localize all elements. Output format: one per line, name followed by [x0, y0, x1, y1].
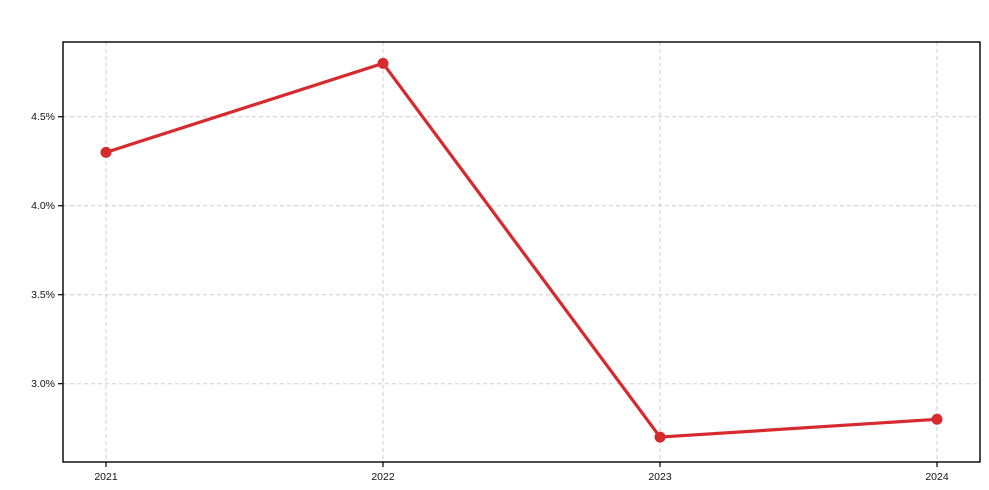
data-line — [104, 61, 939, 439]
x-tick-label: 2023 — [648, 471, 672, 483]
x-tick-label: 2022 — [371, 471, 395, 483]
y-tick-label: 4.5% — [31, 111, 55, 123]
x-tick-label: 2021 — [94, 471, 118, 483]
data-point — [654, 431, 666, 443]
data-point — [931, 413, 943, 425]
y-tick-label: 3.0% — [31, 378, 55, 390]
y-tick-label: 3.5% — [31, 289, 55, 301]
plot-border — [62, 41, 981, 463]
data-point — [100, 146, 112, 158]
data-point — [377, 57, 389, 69]
y-tick-label: 4.0% — [31, 200, 55, 212]
x-tick-label: 2024 — [925, 471, 949, 483]
